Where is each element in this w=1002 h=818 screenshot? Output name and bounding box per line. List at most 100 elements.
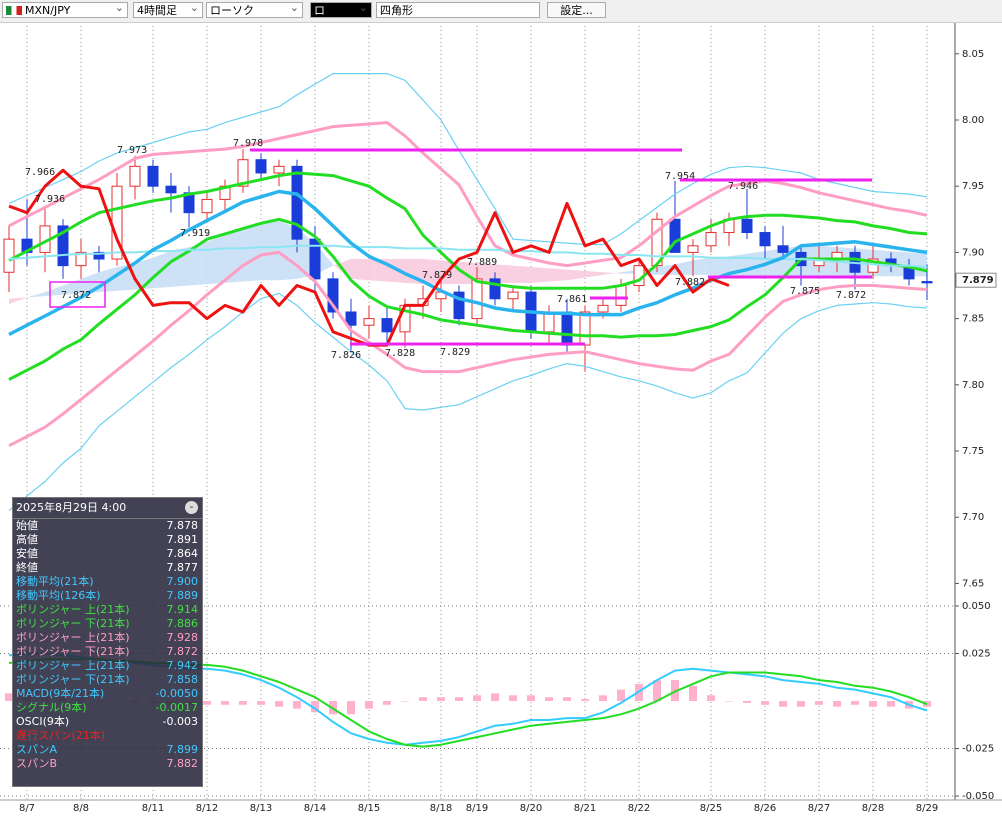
color-button: ロ: [314, 4, 325, 17]
osci-bar: [221, 700, 229, 705]
annotation: 7.889: [467, 257, 497, 268]
info-value: -0.003: [162, 715, 198, 728]
timeframe-select[interactable]: 4時間足: [133, 0, 203, 18]
cloud: [351, 259, 369, 281]
info-row: ボリンジャー 上(21本) 7.914: [13, 603, 202, 617]
candle-body: [309, 238, 321, 280]
info-value: 7.889: [166, 589, 199, 602]
tool-field[interactable]: 四角形: [376, 2, 540, 18]
info-panel: 2025年8月29日 4:00- 始値 7.878 高値 7.891 安値 7.864 終値…: [12, 497, 203, 787]
osci-bar: [473, 695, 481, 701]
x-tick-label: 8/22: [628, 803, 650, 814]
x-tick-label: 8/7: [19, 803, 35, 814]
osci-bar: [617, 689, 625, 701]
indicator-line: [8, 189, 928, 337]
current-price-label: 7.879: [962, 275, 994, 286]
osci-bar: [203, 700, 211, 705]
info-row: MACD(9本/21本) -0.0050: [13, 687, 202, 701]
info-row: シグナル(9本) -0.0017: [13, 701, 202, 715]
osci-bar: [653, 680, 661, 701]
indicator-line: [8, 250, 928, 448]
y-tick-label: 7.80: [962, 380, 984, 391]
y-tick-label: -0.025: [962, 744, 994, 755]
info-label: シグナル(9本): [16, 701, 87, 714]
osci-bar: [815, 700, 823, 705]
osci-bar: [401, 700, 409, 702]
info-label: 終値: [16, 561, 38, 574]
current-price-box: [955, 272, 997, 288]
info-value: 7.886: [166, 617, 199, 630]
osci-bar: [869, 700, 877, 707]
osci-bar: [851, 700, 859, 705]
info-label: 安値: [16, 547, 38, 560]
cloud: [225, 229, 243, 283]
indicator-line: [8, 121, 928, 268]
x-tick-label: 8/29: [916, 803, 938, 814]
info-label: 移動平均(21本): [16, 575, 94, 588]
annotation: 7.966: [25, 167, 55, 178]
tool: 四角形: [380, 4, 413, 17]
osci-bar: [293, 700, 301, 709]
cloud: [693, 257, 711, 275]
osci-bar: [275, 700, 283, 707]
info-row: ボリンジャー 下(21本) 7.872: [13, 645, 202, 659]
pair: MXN/JPY: [25, 4, 71, 17]
pair-select[interactable]: MXN/JPY: [2, 0, 128, 18]
y-tick-label: 7.70: [962, 512, 984, 523]
candle-body: [669, 218, 681, 253]
x-tick-label: 8/18: [430, 803, 452, 814]
cloud: [9, 297, 27, 305]
cloud: [603, 272, 621, 275]
collapse-button[interactable]: -: [185, 501, 198, 514]
settings-button[interactable]: 設定...: [547, 2, 606, 18]
info-value: 7.942: [166, 659, 199, 672]
osci-bar: [383, 700, 391, 705]
osci-bar: [545, 697, 553, 701]
candle-body: [273, 165, 285, 174]
x-tick-label: 8/11: [142, 803, 164, 814]
x-tick-label: 8/28: [862, 803, 884, 814]
osci-bar: [797, 700, 805, 707]
cloud: [189, 241, 207, 286]
info-row: ボリンジャー 上(21本) 7.942: [13, 659, 202, 673]
annotations: 7.966 7.936 7.973 7.978 7.919 7.872 7.82…: [25, 138, 872, 361]
info-label: 移動平均(126本): [16, 589, 101, 602]
candle-body: [57, 225, 69, 267]
y-tick-label: 8.05: [962, 49, 984, 60]
x-tick-label: 8/20: [520, 803, 542, 814]
x-tick-label: 8/21: [574, 803, 596, 814]
osci-bar: [257, 700, 265, 705]
info-row: OSCI(9本) -0.003: [13, 715, 202, 729]
info-date: 2025年8月29日 4:00: [16, 501, 127, 514]
style-select[interactable]: ローソク: [206, 0, 303, 18]
timeframe: 4時間足: [137, 4, 177, 17]
indicator-line: [8, 73, 928, 246]
color-select[interactable]: ロ: [310, 0, 372, 18]
indicator-line: [8, 244, 928, 268]
info-value: 7.899: [166, 743, 199, 756]
toolbar: MXN/JPY 4時間足 ローソク ロ 四角形 設定...: [0, 0, 1002, 23]
x-tick-label: 8/19: [466, 803, 488, 814]
osci-bar: [725, 700, 733, 702]
cloud: [243, 223, 261, 282]
y-tick-label: -0.050: [962, 791, 994, 802]
info-label: スパンB: [16, 757, 58, 770]
candle-body: [597, 304, 609, 313]
y-tick-label: 8.00: [962, 115, 984, 126]
osci-bar: [455, 697, 463, 701]
info-row: 終値 7.877: [13, 561, 202, 575]
osci-bar: [689, 685, 697, 701]
candle-body: [75, 251, 87, 267]
info-row: 始値 7.878: [13, 519, 202, 533]
info-value: 7.882: [166, 757, 199, 770]
candle-body: [147, 165, 159, 187]
info-title: 2025年8月29日 4:00 -: [13, 498, 202, 519]
info-label: ボリンジャー 上(21本): [16, 631, 130, 644]
info-row: スパンA 7.899: [13, 743, 202, 757]
info-label: 遅行スパン(21本): [16, 729, 106, 742]
osci-bar: [491, 693, 499, 701]
cloud: [711, 256, 729, 277]
candle-body: [381, 318, 393, 333]
info-row: 安値 7.864: [13, 547, 202, 561]
